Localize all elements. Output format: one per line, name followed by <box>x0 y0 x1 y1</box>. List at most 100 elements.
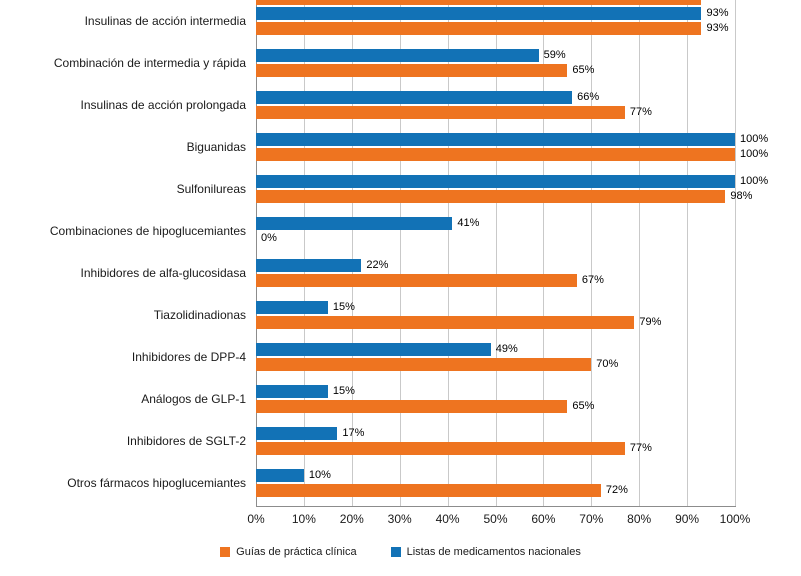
category-label: Insulinas de acción intermedia <box>84 14 246 28</box>
bar-national-lists <box>256 7 702 20</box>
category-label: Combinación de intermedia y rápida <box>53 56 246 70</box>
category-label: Análogos de GLP-1 <box>141 392 246 406</box>
category-row: Sulfonilureas 100% 98% <box>0 168 801 210</box>
gridline <box>495 0 497 506</box>
value-label: 15% <box>332 301 355 313</box>
x-tick-label: 10% <box>291 512 316 526</box>
x-tick-label: 40% <box>435 512 460 526</box>
bar-group: 10% 72% <box>256 462 735 504</box>
value-label: 49% <box>495 343 518 355</box>
x-axis-line <box>256 506 736 507</box>
value-label: 10% <box>308 469 331 481</box>
bar-national-lists <box>256 469 304 482</box>
value-label: 65% <box>572 64 595 76</box>
x-tick-label: 30% <box>387 512 412 526</box>
category-label: Combinaciones de hipoglucemiantes <box>49 224 246 238</box>
value-label: 100% <box>740 148 769 160</box>
bar-group: 41% 0% <box>256 210 735 252</box>
plot-gridlines <box>256 0 736 506</box>
category-label: Otros fármacos hipoglucemiantes <box>67 476 246 490</box>
category-row: Otros fármacos hipoglucemiantes 10% 72% <box>0 462 801 504</box>
value-label: 72% <box>605 484 628 496</box>
legend-item: Guías de práctica clínica <box>220 546 357 558</box>
bar-group: 66% 77% <box>256 84 735 126</box>
category-row: Insulinas de acción intermedia 93% 93% <box>0 0 801 42</box>
bar-clinical-guidelines <box>256 484 601 497</box>
bar-group: 93% 93% <box>256 0 735 42</box>
x-tick-label: 70% <box>579 512 604 526</box>
x-tick-label: 0% <box>247 512 265 526</box>
x-tick-label: 20% <box>339 512 364 526</box>
gridline <box>399 0 401 506</box>
value-label: 98% <box>730 190 753 202</box>
legend-swatch-icon <box>220 547 231 557</box>
gridline <box>303 0 305 506</box>
x-tick-label: 90% <box>675 512 700 526</box>
legend-label: Listas de medicamentos nacionales <box>406 546 581 558</box>
bar-national-lists <box>256 385 328 398</box>
bar-group: 59% 65% <box>256 42 735 84</box>
bar-clinical-guidelines <box>256 400 568 413</box>
category-label: Inhibidores de SGLT-2 <box>126 434 246 448</box>
bar-national-lists <box>256 133 735 146</box>
category-row: Biguanidas 100% 100% <box>0 126 801 168</box>
category-row: Inhibidores de DPP-4 49% 70% <box>0 336 801 378</box>
gridline <box>591 0 593 506</box>
bar-clinical-guidelines <box>256 316 635 329</box>
partial-bar-top <box>256 0 702 5</box>
value-label: 0% <box>261 232 277 244</box>
value-label: 79% <box>639 316 662 328</box>
category-label: Biguanidas <box>186 140 246 154</box>
value-label: 67% <box>581 274 604 286</box>
value-label: 17% <box>342 427 365 439</box>
bar-national-lists <box>256 217 453 230</box>
category-row: Combinación de intermedia y rápida 59% 65% <box>0 42 801 84</box>
bar-national-lists <box>256 91 573 104</box>
value-label: 77% <box>629 442 652 454</box>
chart-rows: Insulinas de acción intermedia 93% 93% Comb… <box>0 0 801 504</box>
x-tick-label: 100% <box>719 512 751 526</box>
bar-national-lists <box>256 49 539 62</box>
category-row: Análogos de GLP-1 15% 65% <box>0 378 801 420</box>
value-label: 22% <box>366 259 389 271</box>
bar-national-lists <box>256 427 338 440</box>
bar-clinical-guidelines <box>256 148 735 161</box>
bar-group: 100% 98% <box>256 168 768 210</box>
bar-national-lists <box>256 175 735 188</box>
bar-clinical-guidelines <box>256 442 625 455</box>
x-tick-label: 60% <box>531 512 556 526</box>
value-label: 93% <box>706 7 729 19</box>
category-row: Tiazolidinadionas 15% 79% <box>0 294 801 336</box>
bar-clinical-guidelines <box>256 274 577 287</box>
bar-group: 15% 79% <box>256 294 735 336</box>
chart-legend: Guías de práctica clínica Listas de medic… <box>0 546 801 558</box>
gridline <box>735 0 736 506</box>
bar-clinical-guidelines <box>256 22 702 35</box>
gridline <box>543 0 545 506</box>
value-label: 100% <box>740 133 769 145</box>
x-tick-label: 50% <box>483 512 508 526</box>
value-label: 59% <box>543 49 566 61</box>
x-axis-labels: 0% 10% 20% 30% 40% 50% 60% 70% 80% 90% 100% <box>247 512 750 528</box>
value-label: 41% <box>457 217 480 229</box>
value-label: 70% <box>596 358 619 370</box>
category-row: Inhibidores de SGLT-2 17% 77% <box>0 420 801 462</box>
category-row: Insulinas de acción prolongada 66% 77% <box>0 84 801 126</box>
y-axis-line <box>256 0 257 506</box>
value-label: 66% <box>577 91 600 103</box>
legend-label: Guías de práctica clínica <box>236 546 357 558</box>
gridline <box>447 0 449 506</box>
category-label: Insulinas de acción prolongada <box>80 98 246 112</box>
gridline <box>351 0 353 506</box>
bar-clinical-guidelines <box>256 106 625 119</box>
legend-item: Listas de medicamentos nacionales <box>390 546 581 558</box>
x-tick-label: 80% <box>627 512 652 526</box>
gridline <box>687 0 689 506</box>
bar-group: 17% 77% <box>256 420 735 462</box>
value-label: 77% <box>629 106 652 118</box>
bar-national-lists <box>256 259 362 272</box>
value-label: 65% <box>572 400 595 412</box>
bar-group: 22% 67% <box>256 252 735 294</box>
bar-national-lists <box>256 343 491 356</box>
